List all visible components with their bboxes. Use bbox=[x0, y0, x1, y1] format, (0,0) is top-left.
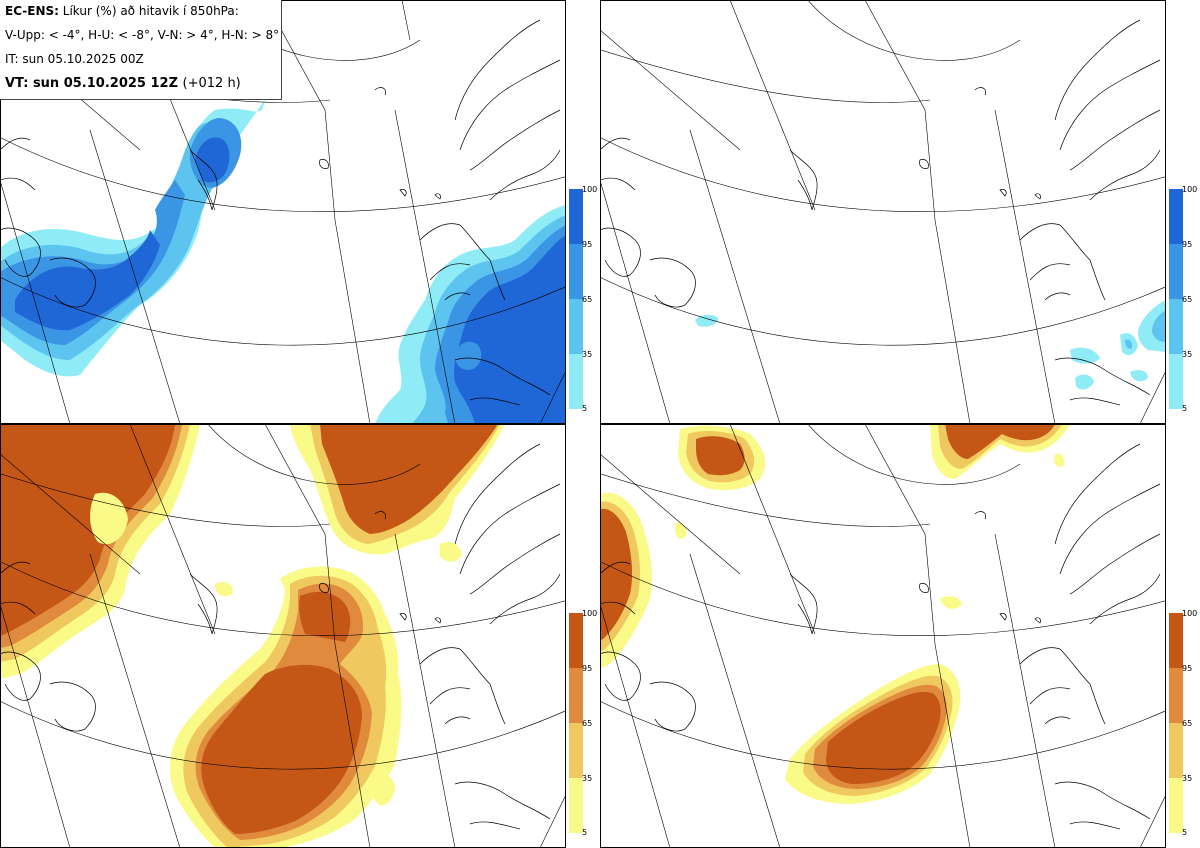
colorbar-label: 100 bbox=[582, 185, 598, 194]
warm-anomaly-region-atlantic bbox=[169, 543, 450, 848]
graticule bbox=[0, 0, 566, 424]
colorbar-label: 5 bbox=[1182, 828, 1188, 837]
colorbar-label: 35 bbox=[582, 774, 593, 783]
graticule bbox=[600, 424, 1166, 848]
coastlines bbox=[600, 443, 1161, 830]
colorbar-label: 65 bbox=[1182, 719, 1193, 728]
map-panel-cold-strong: 100 95 65 35 5 bbox=[600, 0, 1200, 424]
map-canvas bbox=[0, 424, 566, 848]
warm-anomaly-region-north bbox=[678, 424, 1070, 609]
colorbar-label: 100 bbox=[1182, 609, 1198, 618]
cold-anomaly-region-east bbox=[375, 205, 566, 424]
colorbar-label: 35 bbox=[1182, 774, 1193, 783]
info-line-valid-time: VT: sun 05.10.2025 12Z (+012 h) bbox=[5, 76, 241, 91]
warm-anomaly-region-atlantic bbox=[785, 664, 961, 804]
map-canvas bbox=[0, 0, 566, 424]
info-line-init-time: IT: sun 05.10.2025 00Z bbox=[5, 52, 144, 66]
colorbar-label: 35 bbox=[582, 350, 593, 359]
warm-anomaly-region-north bbox=[290, 424, 505, 562]
colorbar-label: 100 bbox=[1182, 185, 1198, 194]
map-panel-warm-moderate: 100 95 65 35 5 bbox=[0, 424, 600, 848]
colorbar-label: 65 bbox=[582, 295, 593, 304]
colorbar-label: 65 bbox=[1182, 295, 1193, 304]
coastlines bbox=[600, 19, 1161, 406]
colorbar-cold bbox=[1169, 189, 1183, 409]
warm-anomaly-region-west bbox=[0, 424, 200, 679]
colorbar-label: 5 bbox=[582, 828, 588, 837]
graticule bbox=[600, 0, 1166, 424]
colorbar-label: 35 bbox=[1182, 350, 1193, 359]
coastlines bbox=[0, 443, 561, 830]
map-canvas bbox=[600, 0, 1166, 424]
map-panel-cold-moderate: EC-ENS: Líkur (%) að hitavik í 850hPa: V… bbox=[0, 0, 600, 424]
colorbar-label: 5 bbox=[582, 404, 588, 413]
colorbar-label: 95 bbox=[582, 664, 593, 673]
colorbar-warm bbox=[1169, 613, 1183, 833]
map-info-box: EC-ENS: Líkur (%) að hitavik í 850hPa: V… bbox=[0, 0, 282, 100]
warm-anomaly-region-west bbox=[600, 492, 687, 669]
cold-anomaly-region-west bbox=[0, 100, 265, 377]
colorbar-label: 95 bbox=[582, 240, 593, 249]
colorbar-label: 95 bbox=[1182, 240, 1193, 249]
colorbar-warm bbox=[569, 613, 583, 833]
info-line-thresholds: V-Upp: < -4°, H-U: < -8°, V-N: > 4°, H-N… bbox=[5, 28, 280, 42]
info-line-model: EC-ENS: Líkur (%) að hitavik í 850hPa: bbox=[5, 4, 239, 18]
colorbar-label: 95 bbox=[1182, 664, 1193, 673]
coastlines bbox=[0, 19, 561, 406]
colorbar-cold bbox=[569, 189, 583, 409]
colorbar-label: 100 bbox=[582, 609, 598, 618]
colorbar-label: 65 bbox=[582, 719, 593, 728]
map-panel-warm-strong: 100 95 65 35 5 bbox=[600, 424, 1200, 848]
cold-anomaly-region bbox=[695, 300, 1166, 390]
colorbar-label: 5 bbox=[1182, 404, 1188, 413]
graticule bbox=[0, 424, 566, 848]
map-canvas bbox=[600, 424, 1166, 848]
